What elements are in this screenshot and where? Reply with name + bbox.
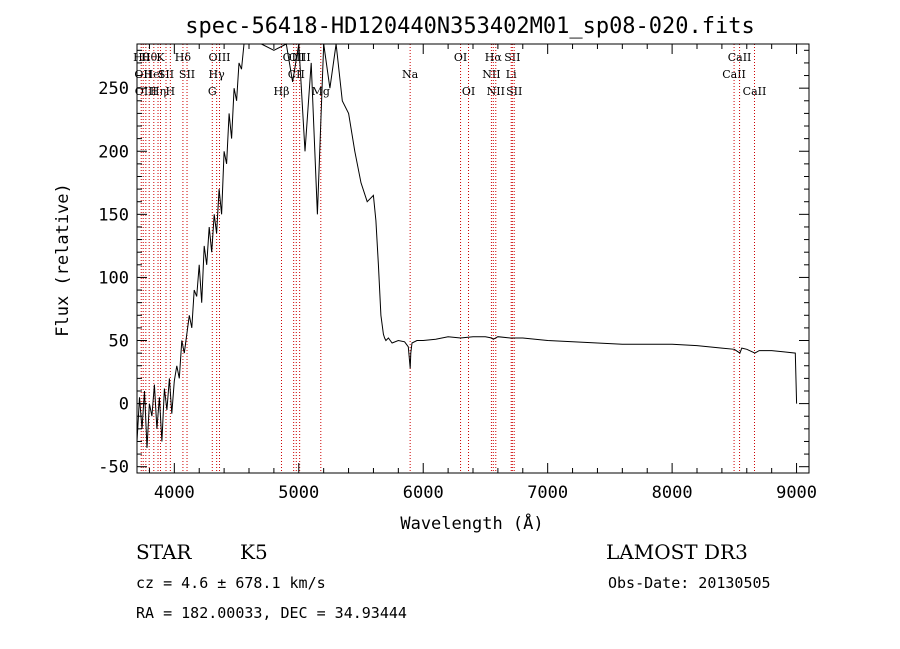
plot-frame: [136, 43, 810, 474]
y-tick-label: 100: [98, 268, 129, 288]
y-axis-label: Flux (relative): [53, 183, 73, 337]
chart-title: spec-56418-HD120440N353402M01_sp08-020.f…: [185, 14, 755, 39]
x-tick-label: 7000: [527, 483, 568, 503]
line-marker-label: SII: [504, 51, 520, 64]
x-tick-label: 6000: [403, 483, 444, 503]
line-marker-label: OI: [454, 51, 467, 64]
line-marker-label: H: [166, 85, 176, 98]
line-marker-label: Hγ: [209, 68, 226, 81]
spectral-line-markers: HθOIIOIIIHθHeIHηKSIIHHδSIIGHγOIIIHβOIIIC…: [133, 44, 766, 473]
x-tick-label: 5000: [278, 483, 319, 503]
line-marker-label: Na: [402, 68, 419, 81]
spectrum-line: [136, 43, 798, 448]
x-tick-label: 4000: [154, 483, 195, 503]
line-marker-label: NII: [482, 68, 500, 81]
object-subclass: K5: [240, 540, 268, 564]
line-marker-label: HeI: [144, 68, 164, 81]
line-marker-label: NII: [487, 85, 505, 98]
obs-date: Obs-Date: 20130505: [608, 574, 771, 592]
line-marker-label: Hδ: [175, 51, 192, 64]
survey-name: LAMOST DR3: [606, 540, 748, 564]
y-tick-label: 0: [119, 395, 129, 415]
line-marker-label: SII: [179, 68, 195, 81]
y-tick-label: -50: [98, 458, 129, 478]
line-marker-label: SII: [158, 68, 174, 81]
line-marker-label: SII: [506, 85, 522, 98]
line-marker-label: Mg: [312, 85, 330, 98]
line-marker-label: CaII: [728, 51, 752, 64]
line-marker-label: Hη: [150, 85, 166, 98]
line-marker-label: CaII: [743, 85, 767, 98]
y-tick-label: 200: [98, 142, 129, 162]
line-marker-label: Hθ: [141, 51, 158, 64]
redshift-text: cz = 4.6 ± 678.1 km/s: [136, 574, 326, 592]
line-marker-label: K: [156, 51, 165, 64]
line-marker-label: CaII: [722, 68, 746, 81]
y-tick-label: 250: [98, 79, 129, 99]
line-marker-label: OII: [134, 68, 152, 81]
coordinates-text: RA = 182.00033, DEC = 34.93444: [136, 604, 407, 622]
line-marker-label: OIII: [208, 51, 230, 64]
line-marker-label: OI: [462, 85, 475, 98]
object-type: STAR: [136, 540, 192, 564]
y-tick-label: 50: [109, 332, 129, 352]
x-tick-label: 8000: [652, 483, 693, 503]
line-marker-label: G: [208, 85, 217, 98]
line-marker-label: Hα: [485, 51, 503, 64]
x-axis-label: Wavelength (Å): [400, 512, 543, 534]
axis-ticks: 4000 5000 6000 7000 8000 9000 -50 0 50 100 150 200 2…: [98, 44, 817, 503]
line-marker-label: Hβ: [274, 85, 290, 98]
line-marker-label: Li: [506, 68, 517, 81]
x-tick-label: 9000: [776, 483, 817, 503]
y-tick-label: 150: [98, 205, 129, 225]
